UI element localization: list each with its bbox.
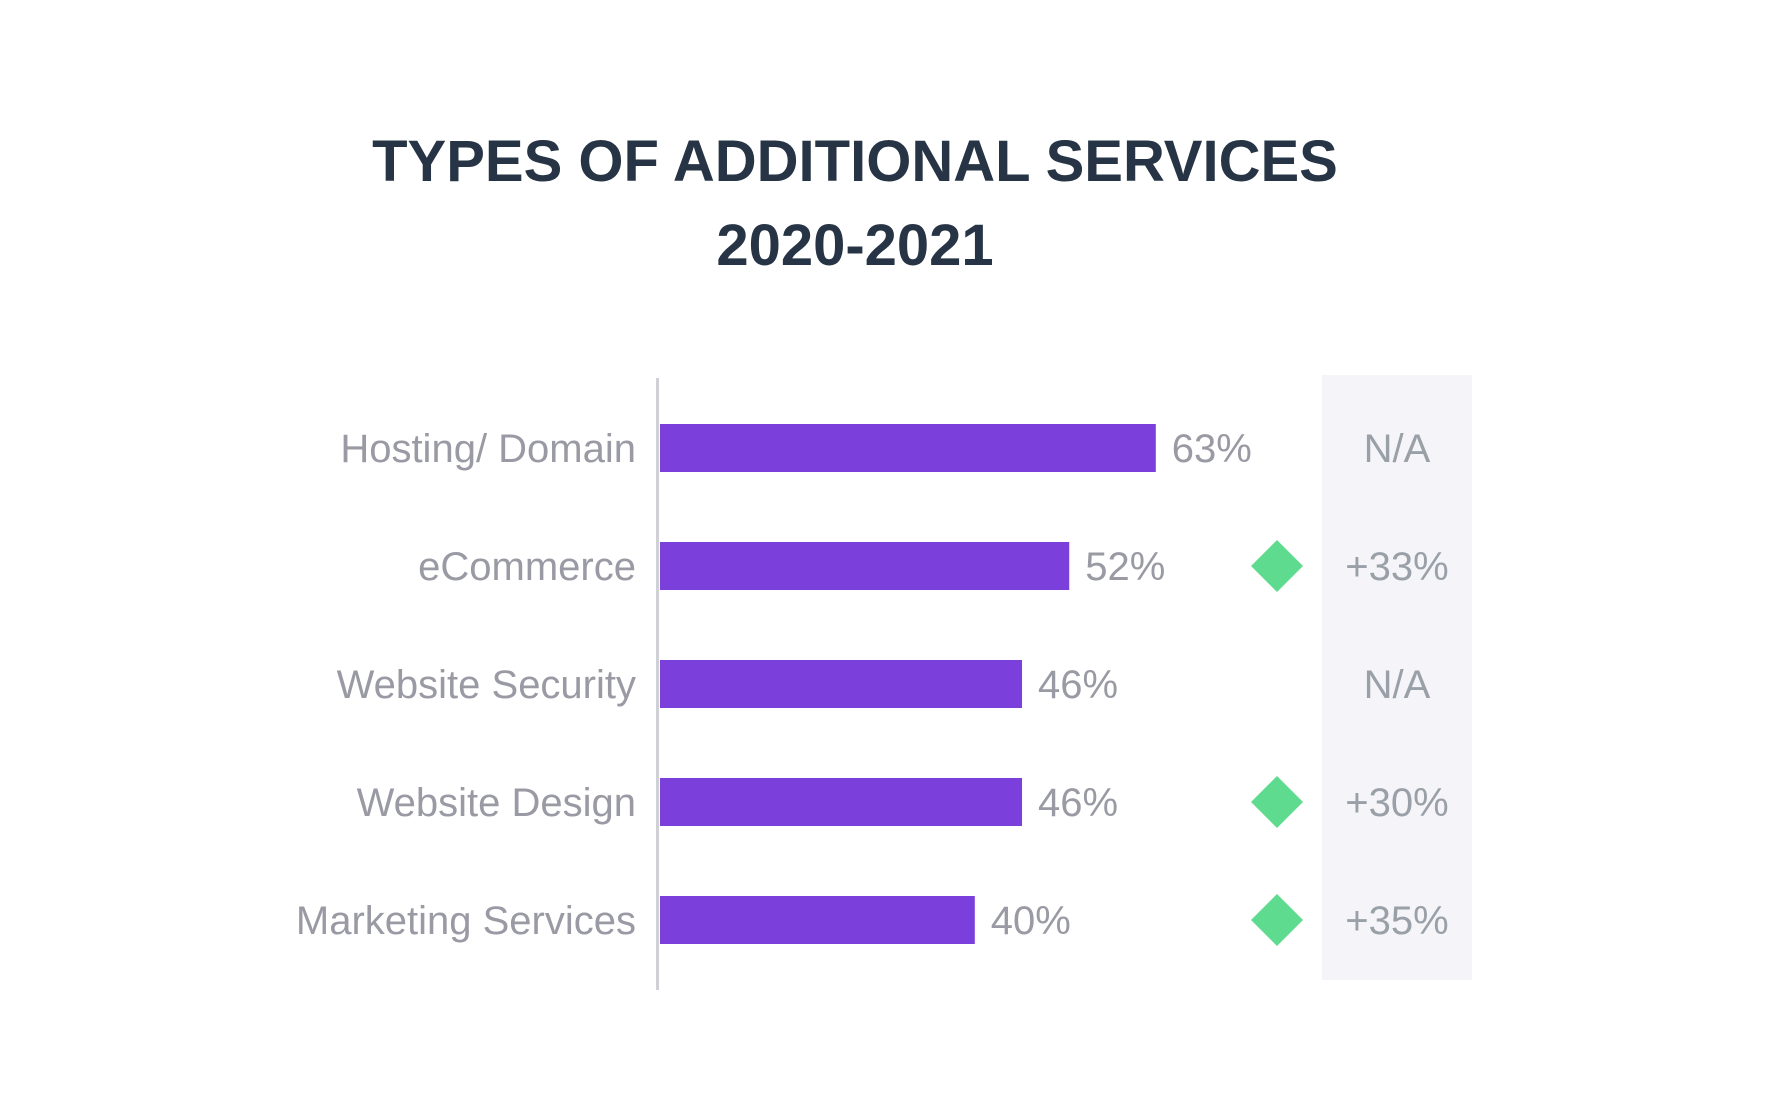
category-label: Website Security: [337, 663, 636, 707]
change-column-background: [1322, 375, 1472, 980]
category-label: Website Design: [357, 781, 636, 825]
increase-diamond-icon: [1251, 894, 1303, 946]
change-label: +33%: [1345, 545, 1448, 589]
value-label: 52%: [1085, 545, 1165, 589]
bar: [660, 778, 1023, 826]
category-label: eCommerce: [418, 545, 636, 589]
chart-title-line-2: 2020-2021: [716, 213, 994, 278]
category-label: Marketing Services: [296, 899, 636, 943]
change-label: N/A: [1364, 663, 1431, 707]
chart-title-line-1: TYPES OF ADDITIONAL SERVICES: [372, 129, 1338, 194]
change-label: +35%: [1345, 899, 1448, 943]
bar: [660, 896, 975, 944]
change-label: N/A: [1364, 427, 1431, 471]
value-label: 40%: [991, 899, 1071, 943]
value-label: 46%: [1038, 781, 1118, 825]
bar: [660, 660, 1023, 708]
value-label: 46%: [1038, 663, 1118, 707]
bar: [660, 542, 1070, 590]
category-label: Hosting/ Domain: [340, 427, 636, 471]
bar: [660, 424, 1156, 472]
change-label: +30%: [1345, 781, 1448, 825]
y-axis-line: [656, 378, 659, 990]
increase-diamond-icon: [1251, 540, 1303, 592]
increase-diamond-icon: [1251, 776, 1303, 828]
chart-title: TYPES OF ADDITIONAL SERVICES 2020-2021: [0, 120, 1710, 288]
value-label: 63%: [1172, 427, 1252, 471]
